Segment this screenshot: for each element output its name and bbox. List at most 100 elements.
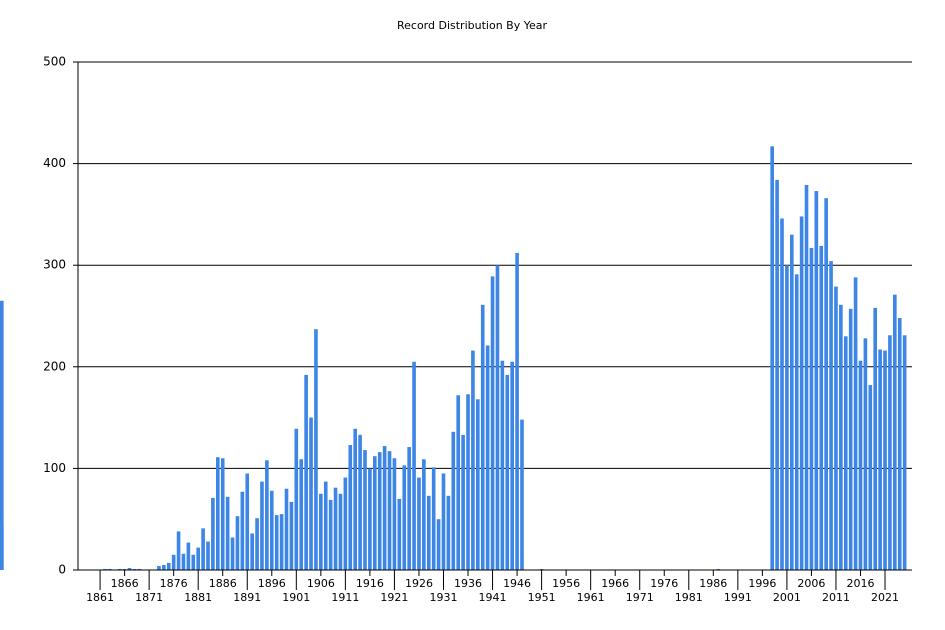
x-tick-label: 1906 xyxy=(307,577,335,590)
x-tick-label: 1891 xyxy=(233,591,261,604)
bar xyxy=(794,274,799,570)
bar xyxy=(422,459,426,570)
x-tick-label: 1976 xyxy=(650,577,678,590)
bar xyxy=(181,553,186,570)
bar xyxy=(338,493,343,570)
bar xyxy=(868,385,873,570)
bar xyxy=(476,399,480,570)
bar xyxy=(858,360,863,570)
bar xyxy=(495,265,500,570)
bar xyxy=(863,338,868,570)
bar xyxy=(456,395,461,570)
x-tick-label: 1936 xyxy=(454,577,482,590)
bar xyxy=(0,300,4,570)
y-tick-label: 500 xyxy=(43,55,66,69)
x-tick-label: 1981 xyxy=(675,591,703,604)
bar xyxy=(471,350,475,570)
bar xyxy=(250,533,254,570)
bar xyxy=(412,361,416,570)
x-tick-label: 1946 xyxy=(503,577,531,590)
bar xyxy=(883,350,887,570)
chart-title: Record Distribution By Year xyxy=(397,19,547,32)
y-tick-label: 200 xyxy=(43,359,66,373)
x-tick-label: 1871 xyxy=(135,591,163,604)
bar xyxy=(122,568,127,570)
bar xyxy=(274,515,279,570)
bar xyxy=(397,498,402,570)
bar xyxy=(873,307,878,570)
bar xyxy=(108,568,112,570)
bar xyxy=(500,360,505,570)
bar xyxy=(255,518,259,570)
bar xyxy=(466,394,470,570)
bar xyxy=(353,428,357,570)
bar xyxy=(314,329,318,570)
bar xyxy=(441,473,446,570)
bar xyxy=(789,234,794,570)
y-tick-label: 0 xyxy=(58,563,66,577)
x-tick-label: 1911 xyxy=(331,591,359,604)
bar xyxy=(377,452,382,570)
bar xyxy=(407,447,411,570)
bar xyxy=(323,481,328,570)
bar xyxy=(770,146,774,570)
bar xyxy=(814,191,819,571)
bar xyxy=(299,459,304,570)
bar xyxy=(358,434,362,570)
bar xyxy=(103,568,107,570)
bar xyxy=(897,318,902,570)
bar xyxy=(839,304,843,570)
bar xyxy=(333,487,338,570)
bar xyxy=(127,567,132,570)
bar xyxy=(902,335,907,570)
bar xyxy=(824,198,828,571)
bar xyxy=(284,488,289,570)
bar xyxy=(309,417,313,570)
bar xyxy=(343,477,348,570)
bar xyxy=(417,477,421,570)
bar xyxy=(809,247,814,571)
bar xyxy=(515,253,519,570)
bar xyxy=(220,458,225,570)
bar xyxy=(117,568,122,570)
x-tick-label: 2011 xyxy=(822,591,850,604)
x-tick-label: 2006 xyxy=(797,577,825,590)
bar xyxy=(235,516,240,570)
bar xyxy=(372,456,377,570)
bar xyxy=(363,450,367,570)
bar xyxy=(387,451,392,570)
bar xyxy=(426,495,431,570)
x-tick-label: 1996 xyxy=(748,577,776,590)
bar xyxy=(485,345,490,570)
bar xyxy=(461,434,465,570)
bar xyxy=(804,184,809,570)
bar xyxy=(157,565,161,570)
bar xyxy=(775,179,779,570)
bar xyxy=(780,218,784,571)
x-tick-label: 1866 xyxy=(111,577,139,590)
bar xyxy=(348,445,353,570)
bar xyxy=(171,554,176,570)
bar xyxy=(819,245,824,570)
bar xyxy=(328,499,333,570)
bar xyxy=(446,495,451,570)
bar xyxy=(848,308,853,570)
bar xyxy=(451,431,456,570)
bar xyxy=(431,467,436,570)
x-tick-label: 1941 xyxy=(479,591,507,604)
bar xyxy=(436,519,441,570)
y-tick-label: 300 xyxy=(43,258,66,272)
x-tick-label: 2021 xyxy=(871,591,899,604)
bar xyxy=(206,541,210,570)
bar xyxy=(520,419,524,570)
x-tick-label: 1921 xyxy=(380,591,408,604)
x-tick-label: 1901 xyxy=(282,591,310,604)
bar xyxy=(0,526,4,570)
bar xyxy=(799,216,804,570)
x-tick-label: 1966 xyxy=(601,577,629,590)
bar xyxy=(260,481,264,570)
bar xyxy=(216,457,220,570)
bar xyxy=(392,458,397,570)
bar xyxy=(510,361,514,570)
